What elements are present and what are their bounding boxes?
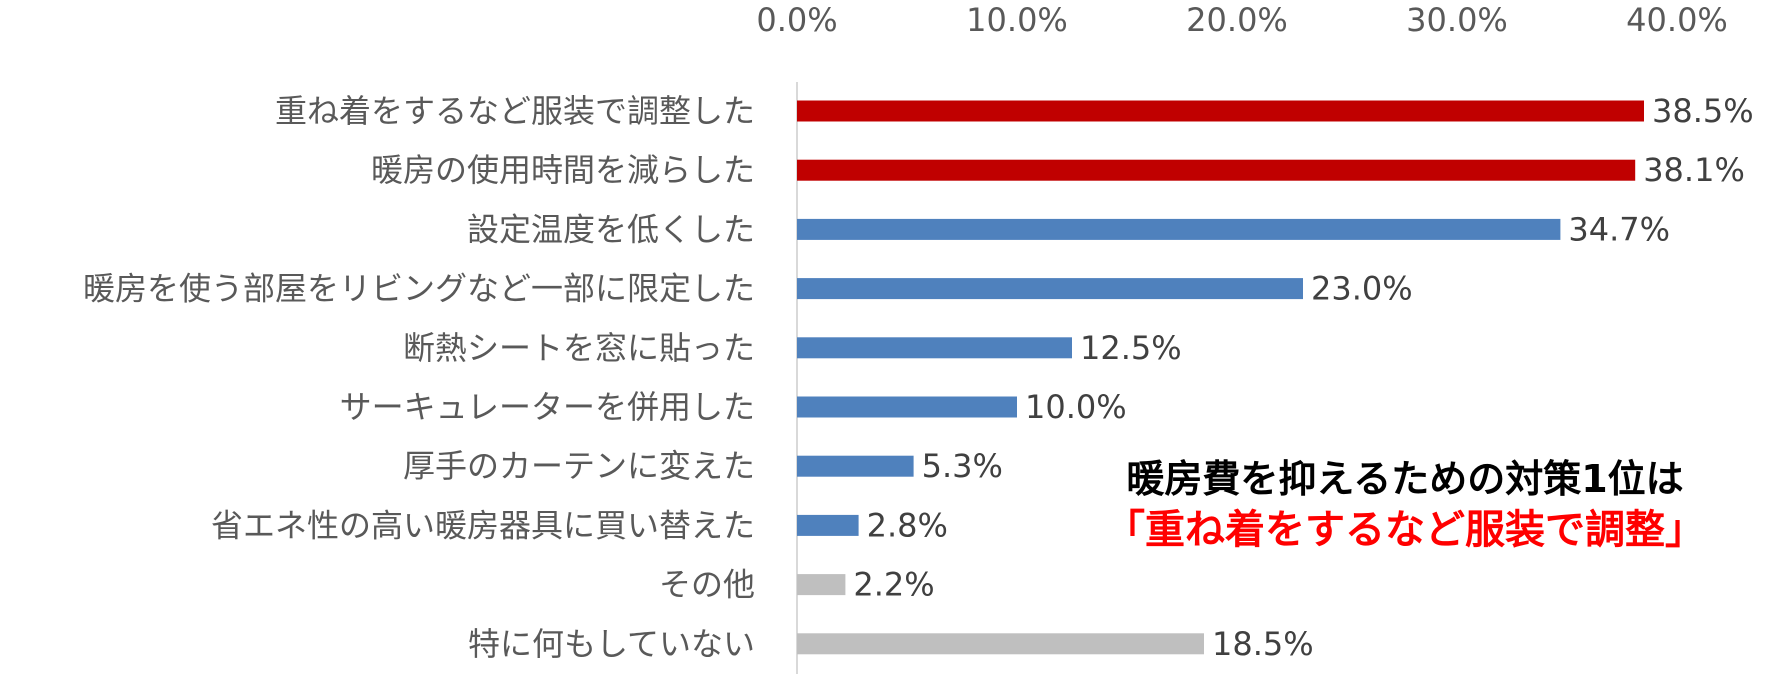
x-tick-label: 40.0% xyxy=(1626,1,1728,39)
x-tick-label: 20.0% xyxy=(1186,1,1288,39)
category-label: 設定温度を低くした xyxy=(467,210,755,248)
category-label: その他 xyxy=(659,566,755,604)
bar xyxy=(797,159,1636,181)
callout-annotation: 暖房費を抑えるための対策1位は 「重ね着をするなど服装で調整」 xyxy=(1040,455,1770,556)
category-label: 暖房の使用時間を減らした xyxy=(371,151,755,189)
category-label: 暖房を使う部屋をリビングなど一部に限定した xyxy=(83,270,755,308)
data-label: 38.5% xyxy=(1652,92,1754,130)
data-label: 2.8% xyxy=(867,506,948,544)
category-label: 厚手のカーテンに変えた xyxy=(403,447,755,485)
bar xyxy=(797,100,1644,122)
bar xyxy=(797,574,846,596)
data-label: 34.7% xyxy=(1568,210,1670,248)
x-tick-label: 30.0% xyxy=(1406,1,1508,39)
callout-line-2: 「重ね着をするなど服装で調整」 xyxy=(1105,507,1705,554)
category-label: 重ね着をするなど服装で調整した xyxy=(275,92,755,130)
bar xyxy=(797,633,1204,655)
x-tick-label: 10.0% xyxy=(966,1,1068,39)
data-label: 18.5% xyxy=(1212,625,1314,663)
data-labels: 38.5% 38.1% 34.7% 23.0% 12.5% 10.0% 5.3% 2.8% 2.… xyxy=(853,92,1753,663)
category-label: サーキュレーターを併用した xyxy=(340,388,755,426)
x-axis-ticks: 0.0% 10.0% 20.0% 30.0% 40.0% xyxy=(756,1,1727,39)
bars xyxy=(797,100,1644,655)
category-label: 省エネ性の高い暖房器具に買い替えた xyxy=(211,506,755,544)
callout-line-1: 暖房費を抑えるための対策1位は xyxy=(1126,457,1684,501)
category-labels: 重ね着をするなど服装で調整した暖房の使用時間を減らした設定温度を低くした暖房を使… xyxy=(83,92,755,663)
bar xyxy=(797,337,1072,359)
data-label: 5.3% xyxy=(922,447,1003,485)
category-label: 特に何もしていない xyxy=(468,625,755,663)
bar xyxy=(797,455,914,477)
data-label: 12.5% xyxy=(1080,329,1182,367)
bar xyxy=(797,278,1303,300)
category-label: 断熱シートを窓に貼った xyxy=(403,329,755,367)
bar xyxy=(797,396,1017,418)
x-tick-label: 0.0% xyxy=(756,1,837,39)
data-label: 10.0% xyxy=(1025,388,1127,426)
data-label: 2.2% xyxy=(853,566,934,604)
bar xyxy=(797,514,859,536)
data-label: 23.0% xyxy=(1311,270,1413,308)
data-label: 38.1% xyxy=(1643,151,1745,189)
bar xyxy=(797,218,1561,240)
